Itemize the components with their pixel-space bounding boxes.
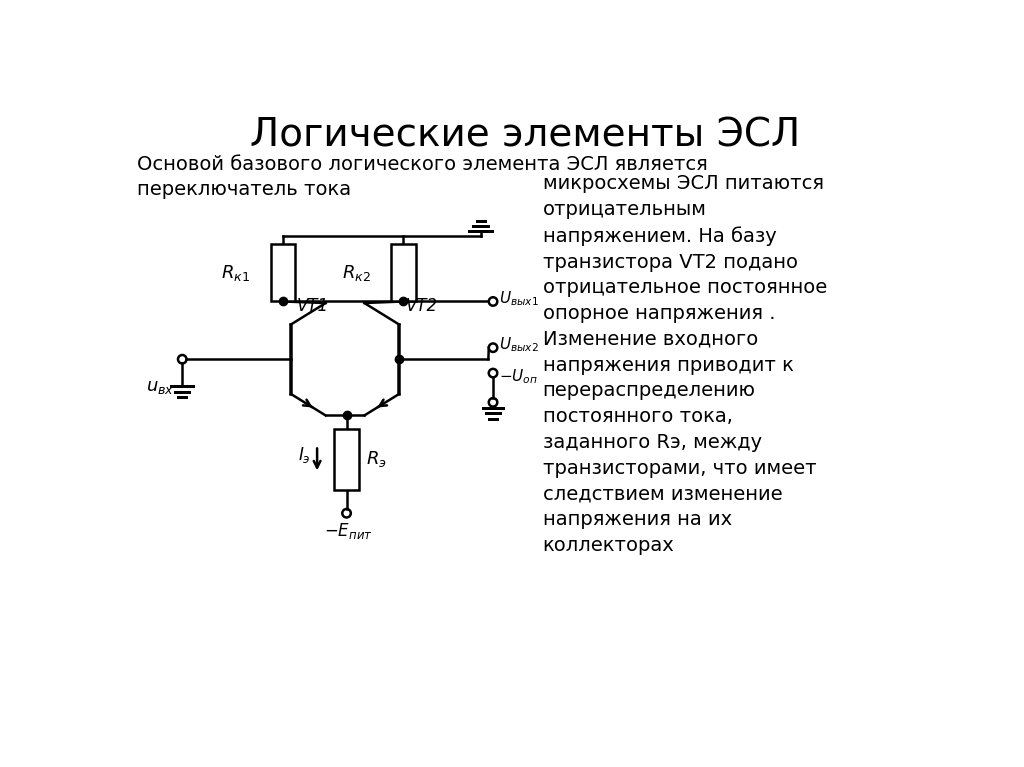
Text: $U_{вых1}$: $U_{вых1}$ [500, 289, 540, 308]
Text: VT1: VT1 [297, 298, 329, 315]
Text: $R_{э}$: $R_{э}$ [366, 449, 387, 469]
Text: $I_{э}$: $I_{э}$ [298, 446, 311, 466]
Text: Основой базового логического элемента ЭСЛ является
переключатель тока: Основой базового логического элемента ЭС… [137, 155, 708, 199]
Text: $-U_{оп}$: $-U_{оп}$ [500, 367, 539, 386]
Bar [270, 244, 295, 301]
Text: $U_{вых2}$: $U_{вых2}$ [500, 335, 539, 354]
Text: Логические элементы ЭСЛ: Логические элементы ЭСЛ [250, 117, 800, 155]
Text: $u_{вх}$: $u_{вх}$ [146, 378, 175, 397]
Text: VT2: VT2 [406, 298, 437, 315]
Text: $R_{к2}$: $R_{к2}$ [342, 262, 371, 282]
Bar [334, 429, 359, 490]
Text: микросхемы ЭСЛ питаются
отрицательным
напряжением. На базу
транзистора VT2 подан: микросхемы ЭСЛ питаются отрицательным на… [543, 174, 826, 555]
Text: $-E_{пит}$: $-E_{пит}$ [324, 521, 373, 541]
Bar [391, 244, 416, 301]
Text: $R_{к1}$: $R_{к1}$ [221, 262, 251, 282]
